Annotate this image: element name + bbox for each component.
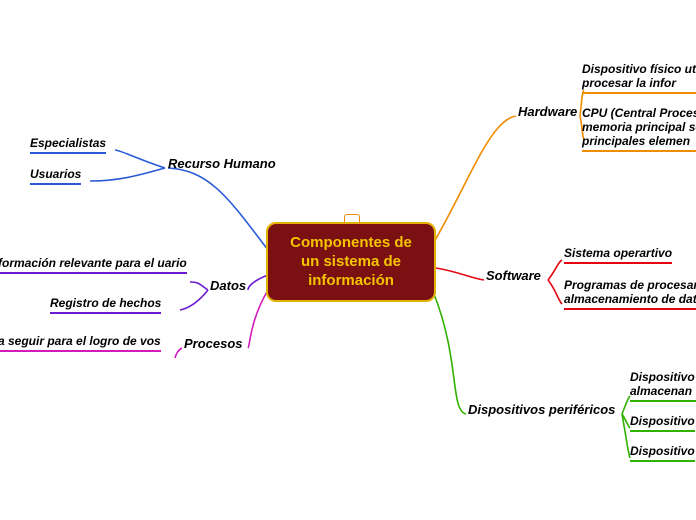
- branch-recurso_humano: Recurso Humano: [168, 156, 276, 171]
- leaf-recurso_humano: Usuarios: [30, 167, 81, 185]
- leaf-hardware: Dispositivo físico uti para procesar la …: [582, 62, 696, 94]
- center-node-text: Componentes de un sistema de información: [290, 234, 412, 289]
- center-node: Componentes de un sistema de información: [266, 222, 436, 302]
- leaf-software: Programas de procesami almacenamiento de…: [564, 278, 696, 310]
- branch-dispositivos: Dispositivos periféricos: [468, 402, 615, 417]
- leaf-dispositivos: Dispositivo: [630, 414, 695, 432]
- leaf-recurso_humano: Especialistas: [30, 136, 106, 154]
- mindmap-leaf-label: Dispositivo físico uti para procesar la …: [582, 62, 696, 94]
- leaf-dispositivos: Dispositivo almacenan: [630, 370, 696, 402]
- mindmap-leaf-label: Especialistas: [30, 136, 106, 154]
- leaf-software: Sistema operartivo: [564, 246, 672, 264]
- mindmap-leaf-label: Programas de procesami almacenamiento de…: [564, 278, 696, 310]
- leaf-datos: formación relevante para el uario: [0, 256, 193, 274]
- mindmap-leaf-label: Dispositivo almacenan: [630, 370, 696, 402]
- branch-hardware: Hardware: [518, 104, 577, 119]
- mindmap-leaf-label: Usuarios: [30, 167, 81, 185]
- branch-procesos: Procesos: [184, 336, 243, 351]
- branch-datos: Datos: [210, 278, 246, 293]
- center-tick: [344, 214, 360, 223]
- mindmap-leaf-label: formación relevante para el uario: [0, 256, 187, 274]
- mindmap-leaf-label: Dispositivo: [630, 444, 695, 462]
- leaf-procesos: a seguir para el logro de vos: [0, 334, 183, 352]
- mindmap-leaf-label: CPU (Central Processin memoria principal…: [582, 106, 696, 152]
- mindmap-leaf-label: a seguir para el logro de vos: [0, 334, 161, 352]
- mindmap-leaf-label: Dispositivo: [630, 414, 695, 432]
- leaf-hardware: CPU (Central Processin memoria principal…: [582, 106, 696, 152]
- leaf-datos: Registro de hechos: [50, 296, 161, 314]
- mindmap-leaf-label: Sistema operartivo: [564, 246, 672, 264]
- branch-software: Software: [486, 268, 541, 283]
- leaf-dispositivos: Dispositivo: [630, 444, 695, 462]
- mindmap-leaf-label: Registro de hechos: [50, 296, 161, 314]
